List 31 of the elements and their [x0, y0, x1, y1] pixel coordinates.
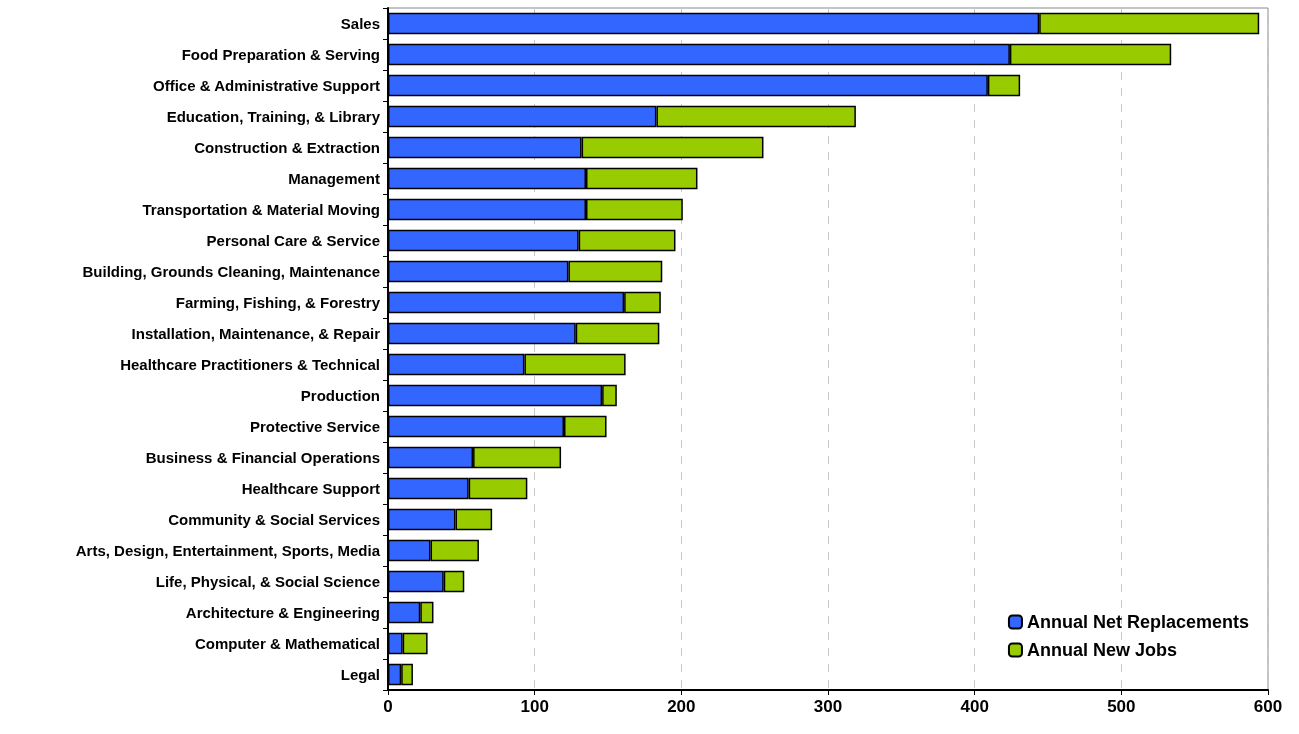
x-tick-label: 100	[520, 697, 549, 716]
x-tick-label: 200	[667, 697, 696, 716]
y-tick-label: Sales	[340, 15, 380, 32]
y-tick-label: Arts, Design, Entertainment, Sports, Media	[75, 542, 381, 559]
y-tick-label: Production	[300, 387, 380, 404]
y-tick-label: Architecture & Engineering	[185, 604, 380, 621]
y-tick-label: Transportation & Material Moving	[142, 201, 380, 218]
y-tick-label: Construction & Extraction	[194, 139, 380, 156]
x-tick-label: 400	[960, 697, 989, 716]
y-tick-label: Food Preparation & Serving	[181, 46, 380, 63]
y-tick-label: Community & Social Services	[168, 511, 380, 528]
x-tick-label: 600	[1253, 697, 1283, 716]
y-tick-label: Healthcare Practitioners & Technical	[120, 356, 380, 373]
legend-label: Annual New Jobs	[1026, 640, 1177, 660]
y-tick-label: Computer & Mathematical	[194, 635, 380, 652]
y-tick-label: Education, Training, & Library	[166, 108, 381, 125]
legend-label: Annual Net Replacements	[1026, 612, 1250, 632]
x-tick-label: 500	[1107, 697, 1136, 716]
y-tick-label: Installation, Maintenance, & Repair	[131, 325, 381, 342]
x-tick-label: 0	[383, 697, 393, 716]
y-tick-label: Business & Financial Operations	[145, 449, 380, 466]
y-tick-label: Building, Grounds Cleaning, Maintenance	[82, 263, 380, 280]
y-tick-label: Office & Administrative Support	[153, 77, 380, 94]
y-tick-label: Management	[288, 170, 380, 187]
y-tick-label: Farming, Fishing, & Forestry	[175, 294, 381, 311]
y-tick-label: Legal	[340, 666, 380, 683]
y-tick-label: Personal Care & Service	[206, 232, 380, 249]
y-tick-label: Healthcare Support	[241, 480, 380, 497]
x-tick-label: 300	[813, 697, 843, 716]
y-tick-label: Life, Physical, & Social Science	[155, 573, 380, 590]
y-tick-label: Protective Service	[249, 418, 380, 435]
